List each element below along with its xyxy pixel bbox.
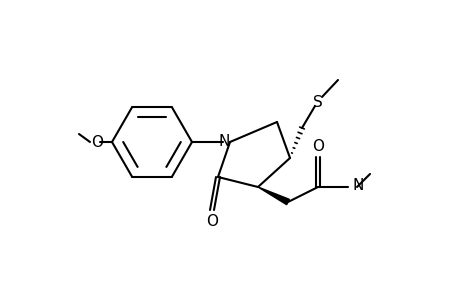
Polygon shape — [257, 187, 289, 205]
Text: O: O — [206, 214, 218, 229]
Text: N: N — [218, 134, 229, 148]
Text: N: N — [352, 178, 364, 194]
Text: S: S — [313, 94, 322, 110]
Text: O: O — [91, 134, 103, 149]
Text: O: O — [311, 139, 323, 154]
